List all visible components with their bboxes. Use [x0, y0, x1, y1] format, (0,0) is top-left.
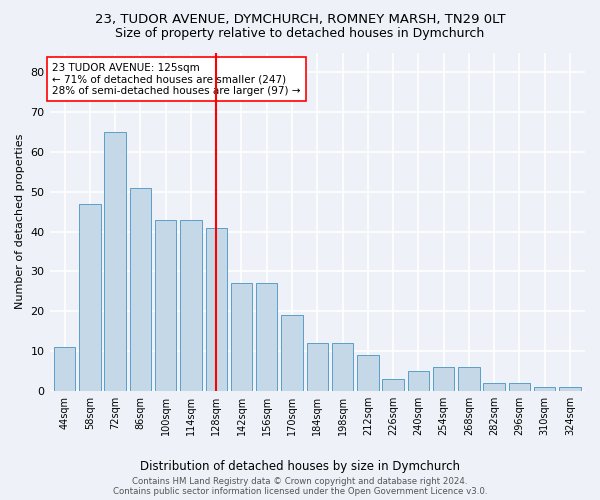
Bar — [559, 387, 581, 391]
Bar — [180, 220, 202, 391]
Text: Contains public sector information licensed under the Open Government Licence v3: Contains public sector information licen… — [113, 487, 487, 496]
Text: Contains HM Land Registry data © Crown copyright and database right 2024.: Contains HM Land Registry data © Crown c… — [132, 477, 468, 486]
Bar — [407, 371, 429, 391]
Bar — [534, 387, 556, 391]
Bar — [231, 284, 252, 391]
Y-axis label: Number of detached properties: Number of detached properties — [15, 134, 25, 310]
Bar — [104, 132, 126, 391]
Text: 23 TUDOR AVENUE: 125sqm
← 71% of detached houses are smaller (247)
28% of semi-d: 23 TUDOR AVENUE: 125sqm ← 71% of detache… — [52, 62, 301, 96]
Bar — [79, 204, 101, 391]
Bar — [307, 343, 328, 391]
Text: Distribution of detached houses by size in Dymchurch: Distribution of detached houses by size … — [140, 460, 460, 473]
Bar — [54, 347, 76, 391]
Bar — [382, 379, 404, 391]
Bar — [357, 355, 379, 391]
Bar — [256, 284, 277, 391]
Bar — [155, 220, 176, 391]
Bar — [509, 383, 530, 391]
Bar — [458, 367, 479, 391]
Bar — [206, 228, 227, 391]
Bar — [332, 343, 353, 391]
Bar — [484, 383, 505, 391]
Text: Size of property relative to detached houses in Dymchurch: Size of property relative to detached ho… — [115, 28, 485, 40]
Bar — [281, 315, 303, 391]
Bar — [433, 367, 454, 391]
Text: 23, TUDOR AVENUE, DYMCHURCH, ROMNEY MARSH, TN29 0LT: 23, TUDOR AVENUE, DYMCHURCH, ROMNEY MARS… — [95, 12, 505, 26]
Bar — [130, 188, 151, 391]
